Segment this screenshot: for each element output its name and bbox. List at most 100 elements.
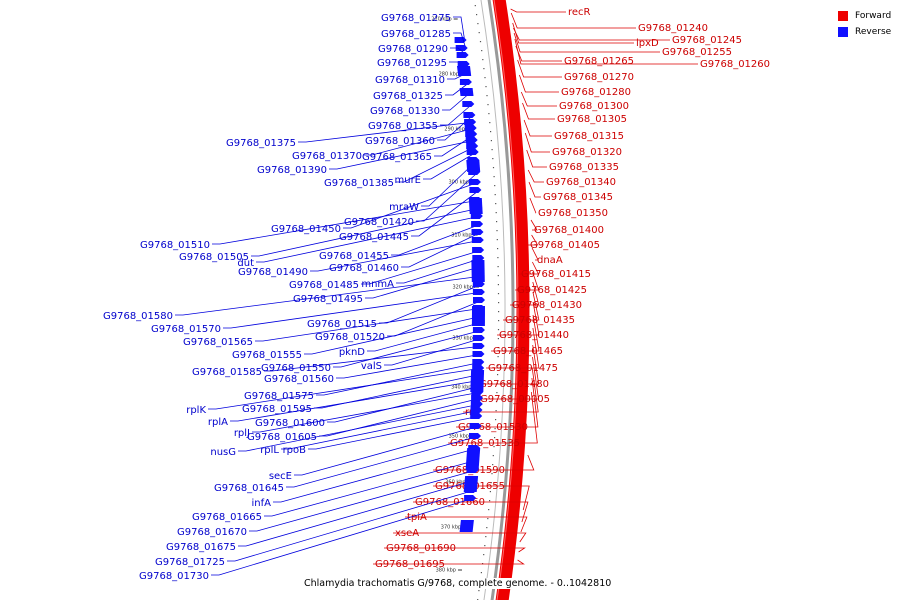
forward-gene-connector (527, 169, 544, 183)
reverse-gene-label: G9768_01330 (370, 106, 440, 117)
reverse-gene-label: G9768_01455 (319, 251, 389, 262)
reverse-gene-connector (238, 403, 481, 452)
forward-gene-label: G9768_01480 (479, 379, 549, 390)
reverse-gene-label: G9768_01575 (244, 391, 314, 402)
minor-tick (489, 491, 491, 493)
reverse-gene-connector (361, 249, 483, 285)
forward-gene-label: G9768_01305 (557, 114, 627, 125)
minor-tick (476, 14, 478, 16)
forward-gene-label: G9768_01320 (552, 147, 622, 158)
forward-gene-connector (529, 197, 537, 214)
scale-tick-label: 370 kbp (441, 525, 461, 531)
reverse-gene-connector (252, 391, 482, 433)
reverse-gene-arrow (464, 495, 477, 501)
reverse-gene-connector (264, 345, 483, 372)
legend-item-forward: Forward (838, 8, 891, 24)
minor-tick (497, 365, 499, 367)
reverse-gene-connector (367, 321, 484, 352)
forward-gene-connector (393, 532, 527, 543)
reverse-gene-arrow (457, 61, 470, 67)
reverse-gene-arrow (456, 52, 469, 58)
forward-swatch (838, 11, 848, 21)
reverse-gene-label: rplK (186, 405, 206, 416)
minor-tick (498, 311, 500, 313)
minor-tick (487, 104, 489, 106)
reverse-gene-label: secE (269, 471, 292, 482)
minor-tick (495, 203, 497, 205)
forward-gene-label: G9768_01425 (517, 285, 587, 296)
forward-gene-connector (528, 234, 539, 246)
legend-item-reverse: Reverse (838, 24, 891, 40)
forward-strand-arc (492, 0, 530, 600)
reverse-gene-connector (329, 139, 476, 170)
forward-gene-label: G9768_01690 (386, 543, 456, 554)
reverse-gene-block (465, 448, 481, 470)
forward-gene-connector (448, 391, 538, 444)
minor-tick (478, 590, 480, 592)
forward-gene-connector (491, 314, 540, 352)
minor-tick (492, 158, 494, 160)
forward-gene-label: G9768_01315 (554, 131, 624, 142)
reverse-gene-connector (396, 257, 483, 284)
reverse-gene-arrow (470, 407, 483, 413)
minor-tick (491, 149, 493, 151)
reverse-gene-connector (211, 497, 475, 576)
minor-tick (497, 356, 499, 358)
forward-gene-connector (519, 74, 559, 93)
minor-tick (490, 482, 492, 484)
scale-tick-label: 270 kbp (431, 17, 451, 23)
reverse-gene-connector (327, 385, 482, 423)
reverse-gene-arrow (463, 112, 476, 118)
forward-gene-connector (515, 271, 540, 291)
reverse-gene-connector (445, 81, 471, 96)
forward-gene-connector (405, 516, 528, 533)
map-caption: Chlamydia trachomatis G/9768, complete g… (302, 578, 614, 589)
forward-gene-connector (528, 181, 541, 198)
inner-guide-arc (480, 0, 506, 600)
scale-tick-label: 350 kbp (449, 434, 469, 440)
minor-tick (496, 239, 498, 241)
reverse-gene-label: G9768_01445 (339, 232, 409, 243)
reverse-gene-label: G9768_01505 (179, 252, 249, 263)
minor-tick (479, 41, 482, 43)
minor-tick (480, 572, 482, 574)
forward-gene-label: G9768_01465 (493, 346, 563, 357)
reverse-gene-connector (343, 181, 480, 229)
reverse-gene-arrow (472, 327, 485, 333)
reverse-gene-arrow (471, 237, 484, 243)
reverse-gene-label: G9768_01370 (292, 151, 362, 162)
reverse-gene-connector (223, 291, 483, 329)
reverse-swatch (838, 27, 848, 37)
reverse-gene-label: G9768_01515 (307, 319, 377, 330)
reverse-gene-label: rplA (208, 417, 228, 428)
reverse-gene-arrow (471, 221, 484, 227)
reverse-gene-connector (314, 373, 483, 409)
reverse-gene-block (466, 160, 481, 172)
reverse-gene-block (457, 66, 472, 76)
reverse-gene-arrow (472, 343, 485, 349)
reverse-gene-connector (316, 361, 483, 396)
forward-gene-connector (510, 281, 540, 306)
reverse-gene-label: G9768_01595 (242, 404, 312, 415)
reverse-gene-arrow (466, 143, 479, 149)
minor-tick (495, 419, 497, 421)
forward-gene-label: lpxD (636, 38, 659, 49)
reverse-gene-label: G9768_01570 (151, 324, 221, 335)
reverse-gene-label: G9768_01390 (257, 165, 327, 176)
forward-gene-connector (497, 301, 540, 336)
forward-gene-label: G9768_01270 (564, 72, 634, 83)
minor-tick (483, 554, 485, 556)
reverse-gene-label: G9768_01485 (289, 280, 359, 291)
forward-gene-connector (526, 149, 547, 168)
reverse-gene-label: G9768_01565 (183, 337, 253, 348)
minor-tick (494, 194, 496, 196)
minor-tick (497, 374, 499, 376)
reverse-gene-connector (365, 265, 483, 299)
minor-tick (497, 266, 499, 268)
reverse-gene-label: G9768_01555 (232, 350, 302, 361)
reverse-gene-arrow (473, 297, 485, 303)
reverse-gene-label: G9768_01490 (238, 267, 308, 278)
reverse-gene-arrow (469, 423, 482, 429)
reverse-gene-label: G9768_01290 (378, 44, 448, 55)
forward-gene-label: G9768_01475 (488, 363, 558, 374)
